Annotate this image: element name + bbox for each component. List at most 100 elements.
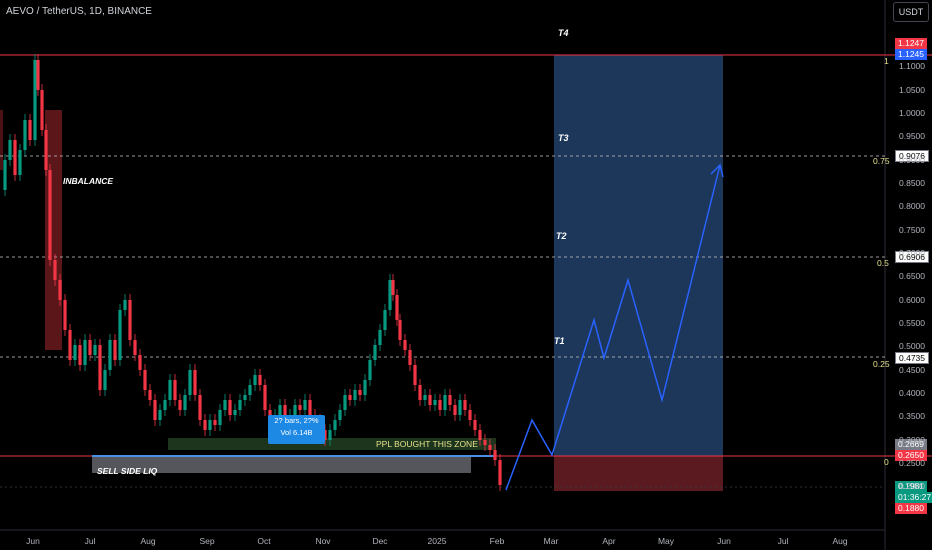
candle-body: [388, 280, 392, 310]
candle-body: [238, 400, 242, 410]
imbalance-label: INBALANCE: [63, 176, 114, 186]
candle-body: [88, 340, 92, 355]
candle-body: [153, 400, 157, 420]
target-t3-label: T3: [558, 133, 569, 143]
candle-body: [68, 330, 72, 360]
candle-body: [118, 310, 122, 360]
price-axis-tick: 0.4000: [899, 388, 925, 399]
candle-body: [103, 370, 107, 390]
stop-loss-zone: [554, 456, 723, 491]
candle-body: [128, 300, 132, 340]
candle-body: [223, 400, 227, 410]
candle-body: [193, 370, 197, 395]
measure-bars-text: 2? bars, 2?%: [274, 416, 319, 425]
candle-body: [63, 300, 67, 330]
candle-body: [58, 280, 62, 300]
time-axis-tick: Sep: [199, 536, 215, 546]
price-tag-base: 0.2650: [895, 450, 927, 461]
candle-body: [53, 260, 57, 280]
candle-body: [243, 395, 247, 400]
price-axis-tick: 0.3500: [899, 411, 925, 422]
projection-path: [505, 164, 721, 491]
candle-body: [423, 395, 427, 400]
candle-body: [283, 405, 287, 420]
candle-body: [428, 395, 432, 405]
price-axis-tick: 0.9500: [899, 131, 925, 142]
time-axis-tick: Jul: [84, 536, 96, 546]
fib-level-025: 0.25: [873, 359, 890, 369]
candle-body: [248, 385, 252, 395]
candle-body: [438, 400, 442, 410]
price-axis-tick: 1.0500: [899, 84, 925, 95]
price-axis-tick: 0.9000: [899, 154, 925, 165]
target-t4-label: T4: [558, 28, 569, 38]
candle-body: [338, 410, 342, 420]
candle-body: [391, 280, 395, 295]
candle-body: [36, 60, 40, 90]
candle-body: [408, 350, 412, 365]
candle-body: [298, 405, 302, 410]
sell-side-liq-label: SELL SIDE LIQ: [97, 466, 158, 476]
candle-body: [328, 430, 332, 440]
fib-level-075: 0.75: [873, 156, 890, 166]
candle-body: [323, 430, 327, 440]
candle-body: [178, 400, 182, 410]
time-axis-tick: May: [657, 536, 675, 546]
fib-level-1: 1: [884, 56, 889, 66]
candle-body: [133, 340, 137, 355]
candle-body: [258, 375, 262, 385]
candle-body: [468, 410, 472, 420]
candle-body: [348, 395, 352, 400]
candle-body: [398, 320, 402, 340]
candle-body: [403, 340, 407, 350]
candle-body: [448, 395, 452, 405]
candle-body: [98, 345, 102, 390]
candle-body: [458, 400, 462, 415]
candle-body: [278, 405, 282, 415]
candle-body: [378, 330, 382, 345]
candle-body: [28, 120, 32, 140]
time-axis-tick: Oct: [257, 536, 271, 546]
candle-body: [395, 295, 399, 320]
candle-body: [173, 380, 177, 400]
candle-body: [40, 90, 44, 130]
candle-body: [23, 120, 27, 150]
price-tag-t1: 0.4735: [895, 352, 929, 364]
currency-button[interactable]: USDT: [893, 2, 929, 22]
price-tag-current: 0.1981: [895, 481, 927, 492]
candle-body: [373, 345, 377, 360]
candle-body: [93, 345, 97, 355]
candle-body: [383, 310, 387, 330]
candle-body: [108, 340, 112, 370]
candle-body: [473, 420, 477, 430]
price-axis-tick: 0.8500: [899, 178, 925, 189]
candle-body: [123, 300, 127, 310]
candle-body: [353, 390, 357, 400]
candle-body: [3, 160, 7, 190]
price-axis-tick: 0.2500: [899, 457, 925, 468]
candle-body: [18, 150, 22, 175]
candle-body: [168, 380, 172, 400]
candle-body: [493, 450, 497, 460]
candle-body: [303, 400, 307, 410]
candle-body: [233, 410, 237, 415]
candle-body: [138, 355, 142, 370]
price-axis-tick: 0.6500: [899, 271, 925, 282]
time-axis-tick: Mar: [543, 536, 559, 546]
candle-body: [443, 395, 447, 410]
candle-body: [113, 340, 117, 360]
time-axis-tick: Jun: [26, 536, 40, 546]
target-t1-label: T1: [554, 336, 565, 346]
price-axis-tick: 0.4500: [899, 364, 925, 375]
time-axis-tick: Jun: [717, 536, 731, 546]
target-zone: [554, 55, 723, 456]
price-axis-tick: 1.1000: [899, 61, 925, 72]
candle-body: [488, 445, 492, 450]
candle-body: [183, 395, 187, 410]
price-countdown: 01:36:27: [895, 492, 932, 503]
price-axis-tick: 0.5000: [899, 341, 925, 352]
time-axis-tick: Aug: [832, 536, 848, 546]
sell-side-liq-zone: [92, 456, 471, 473]
candle-body: [73, 345, 77, 360]
